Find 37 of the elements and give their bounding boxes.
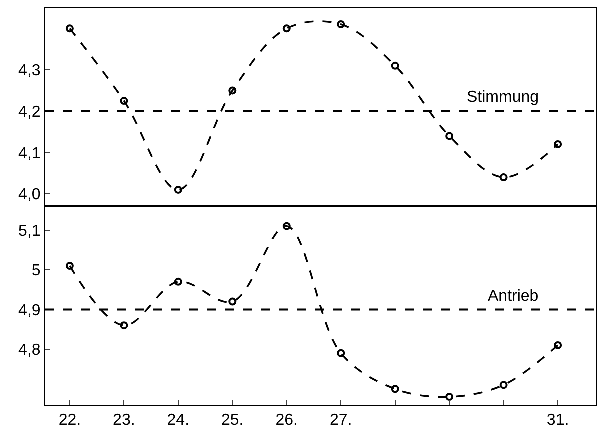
- point: [337, 349, 346, 358]
- point: [66, 24, 74, 33]
- point: [120, 97, 128, 106]
- point: [391, 62, 400, 70]
- point: [500, 174, 508, 182]
- y-tick-label: 4,3: [18, 62, 41, 80]
- y-tick-label: 4,0: [18, 186, 41, 204]
- ref-line-label: Stimmung: [467, 89, 540, 106]
- point: [446, 132, 454, 140]
- y-tick-label: 5: [32, 262, 41, 280]
- point: [337, 20, 346, 29]
- y-tick-label: 4,9: [18, 302, 41, 320]
- x-tick-label: 27.: [330, 412, 352, 430]
- point: [554, 140, 562, 148]
- point: [174, 278, 182, 286]
- ref-line-label: Antrieb: [488, 288, 539, 305]
- point: [391, 385, 400, 394]
- point: [446, 393, 454, 402]
- x-tick-label: 22.: [58, 412, 82, 430]
- x-tick-label: 25.: [222, 412, 244, 430]
- point: [228, 86, 237, 95]
- point: [554, 341, 562, 350]
- point: [66, 262, 74, 270]
- point: [500, 381, 508, 390]
- point: [282, 222, 291, 230]
- y-tick-label: 4,1: [18, 145, 41, 162]
- x-tick-label: 31.: [546, 412, 570, 430]
- y-tick-label: 4,8: [18, 342, 41, 360]
- y-tick-label: 4,2: [18, 104, 41, 121]
- point: [282, 24, 291, 33]
- x-tick-label: 24.: [167, 412, 190, 430]
- y-tick-label: 5,1: [18, 222, 41, 240]
- point: [228, 298, 237, 306]
- point: [120, 322, 128, 330]
- point: [174, 186, 182, 194]
- x-tick-label: 26.: [276, 412, 298, 430]
- x-tick-label: 23.: [113, 412, 136, 430]
